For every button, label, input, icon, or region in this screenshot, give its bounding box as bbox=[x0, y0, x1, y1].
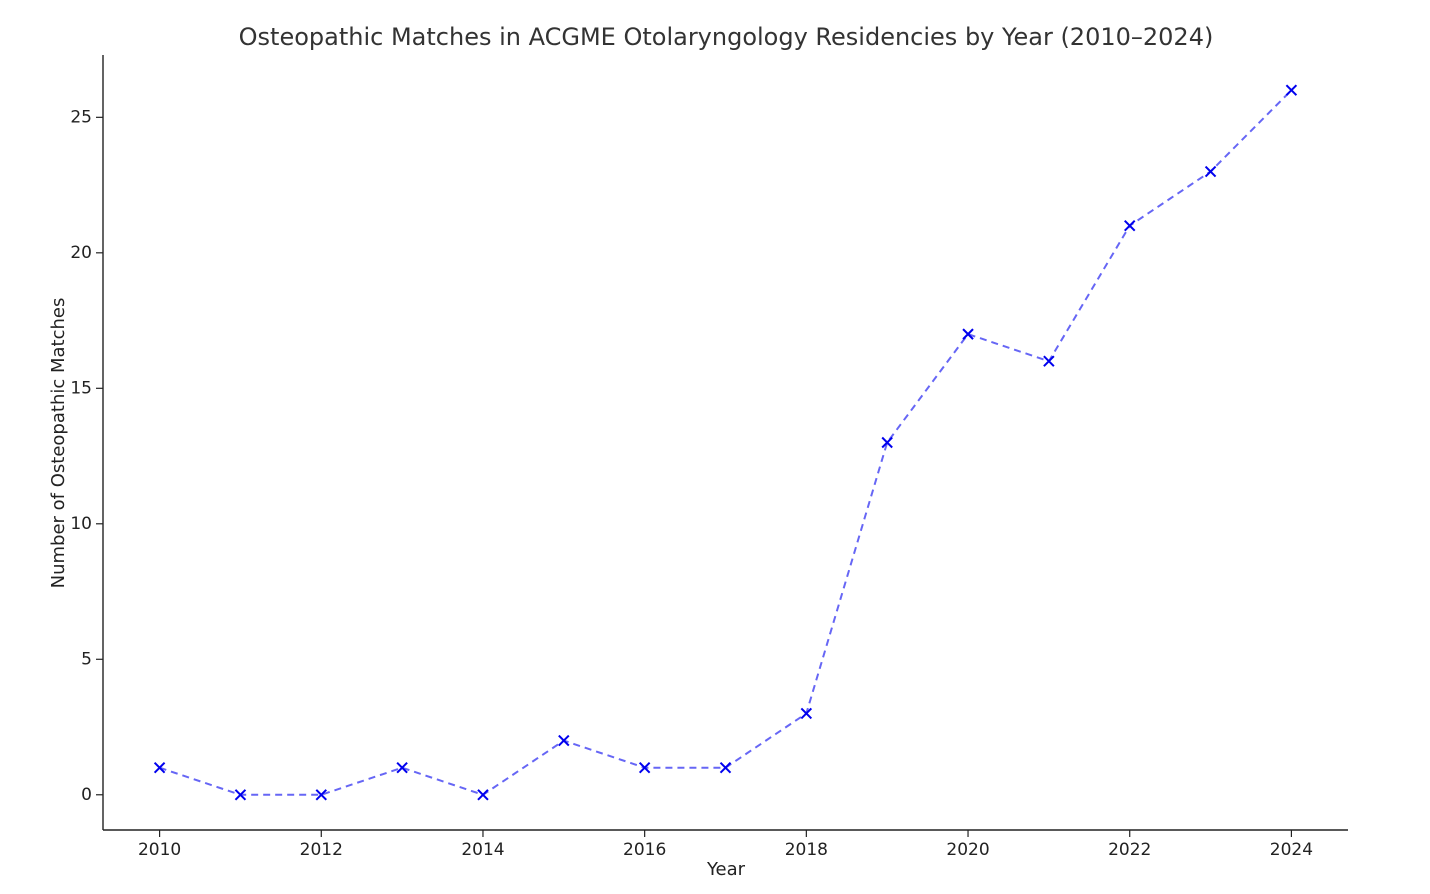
y-tick-label: 25 bbox=[70, 107, 92, 127]
y-tick-label: 15 bbox=[70, 378, 92, 398]
y-axis-ticks: 0 5 10 15 20 25 bbox=[70, 107, 103, 805]
data-point bbox=[315, 789, 327, 801]
data-point bbox=[396, 761, 408, 774]
data-point bbox=[477, 789, 489, 801]
x-tick-label: 2020 bbox=[946, 840, 989, 860]
x-tick-label: 2012 bbox=[300, 840, 343, 860]
plot-area: 2010 2012 2014 2016 2018 2020 2022 2024 0 5 10 15 2… bbox=[70, 55, 1348, 860]
data-point bbox=[1204, 165, 1217, 178]
y-axis-label: Number of Osteopathic Matches bbox=[48, 298, 69, 589]
y-tick-label: 20 bbox=[70, 243, 92, 263]
x-tick-label: 2016 bbox=[623, 840, 666, 860]
data-point bbox=[638, 761, 651, 774]
x-tick-label: 2014 bbox=[461, 840, 504, 860]
x-tick-label: 2022 bbox=[1108, 840, 1151, 860]
chart-title: Osteopathic Matches in ACGME Otolaryngol… bbox=[239, 23, 1214, 51]
y-tick-label: 0 bbox=[81, 785, 92, 805]
series-line bbox=[159, 89, 1293, 796]
data-point bbox=[1043, 355, 1055, 367]
y-tick-label: 10 bbox=[70, 514, 92, 534]
data-point bbox=[234, 789, 247, 801]
data-point bbox=[881, 436, 893, 449]
data-point-markers bbox=[153, 84, 1298, 801]
data-point bbox=[1285, 84, 1298, 96]
x-axis-ticks: 2010 2012 2014 2016 2018 2020 2022 2024 bbox=[138, 830, 1313, 860]
data-point bbox=[558, 734, 570, 747]
data-point bbox=[719, 761, 732, 774]
data-point bbox=[800, 707, 813, 720]
data-point bbox=[962, 328, 974, 340]
x-axis-label: Year bbox=[706, 859, 746, 880]
data-point bbox=[1124, 220, 1136, 232]
x-tick-label: 2018 bbox=[785, 840, 828, 860]
x-tick-label: 2010 bbox=[138, 840, 181, 860]
x-tick-label: 2024 bbox=[1270, 840, 1313, 860]
y-tick-label: 5 bbox=[81, 649, 92, 669]
data-point bbox=[153, 761, 166, 774]
